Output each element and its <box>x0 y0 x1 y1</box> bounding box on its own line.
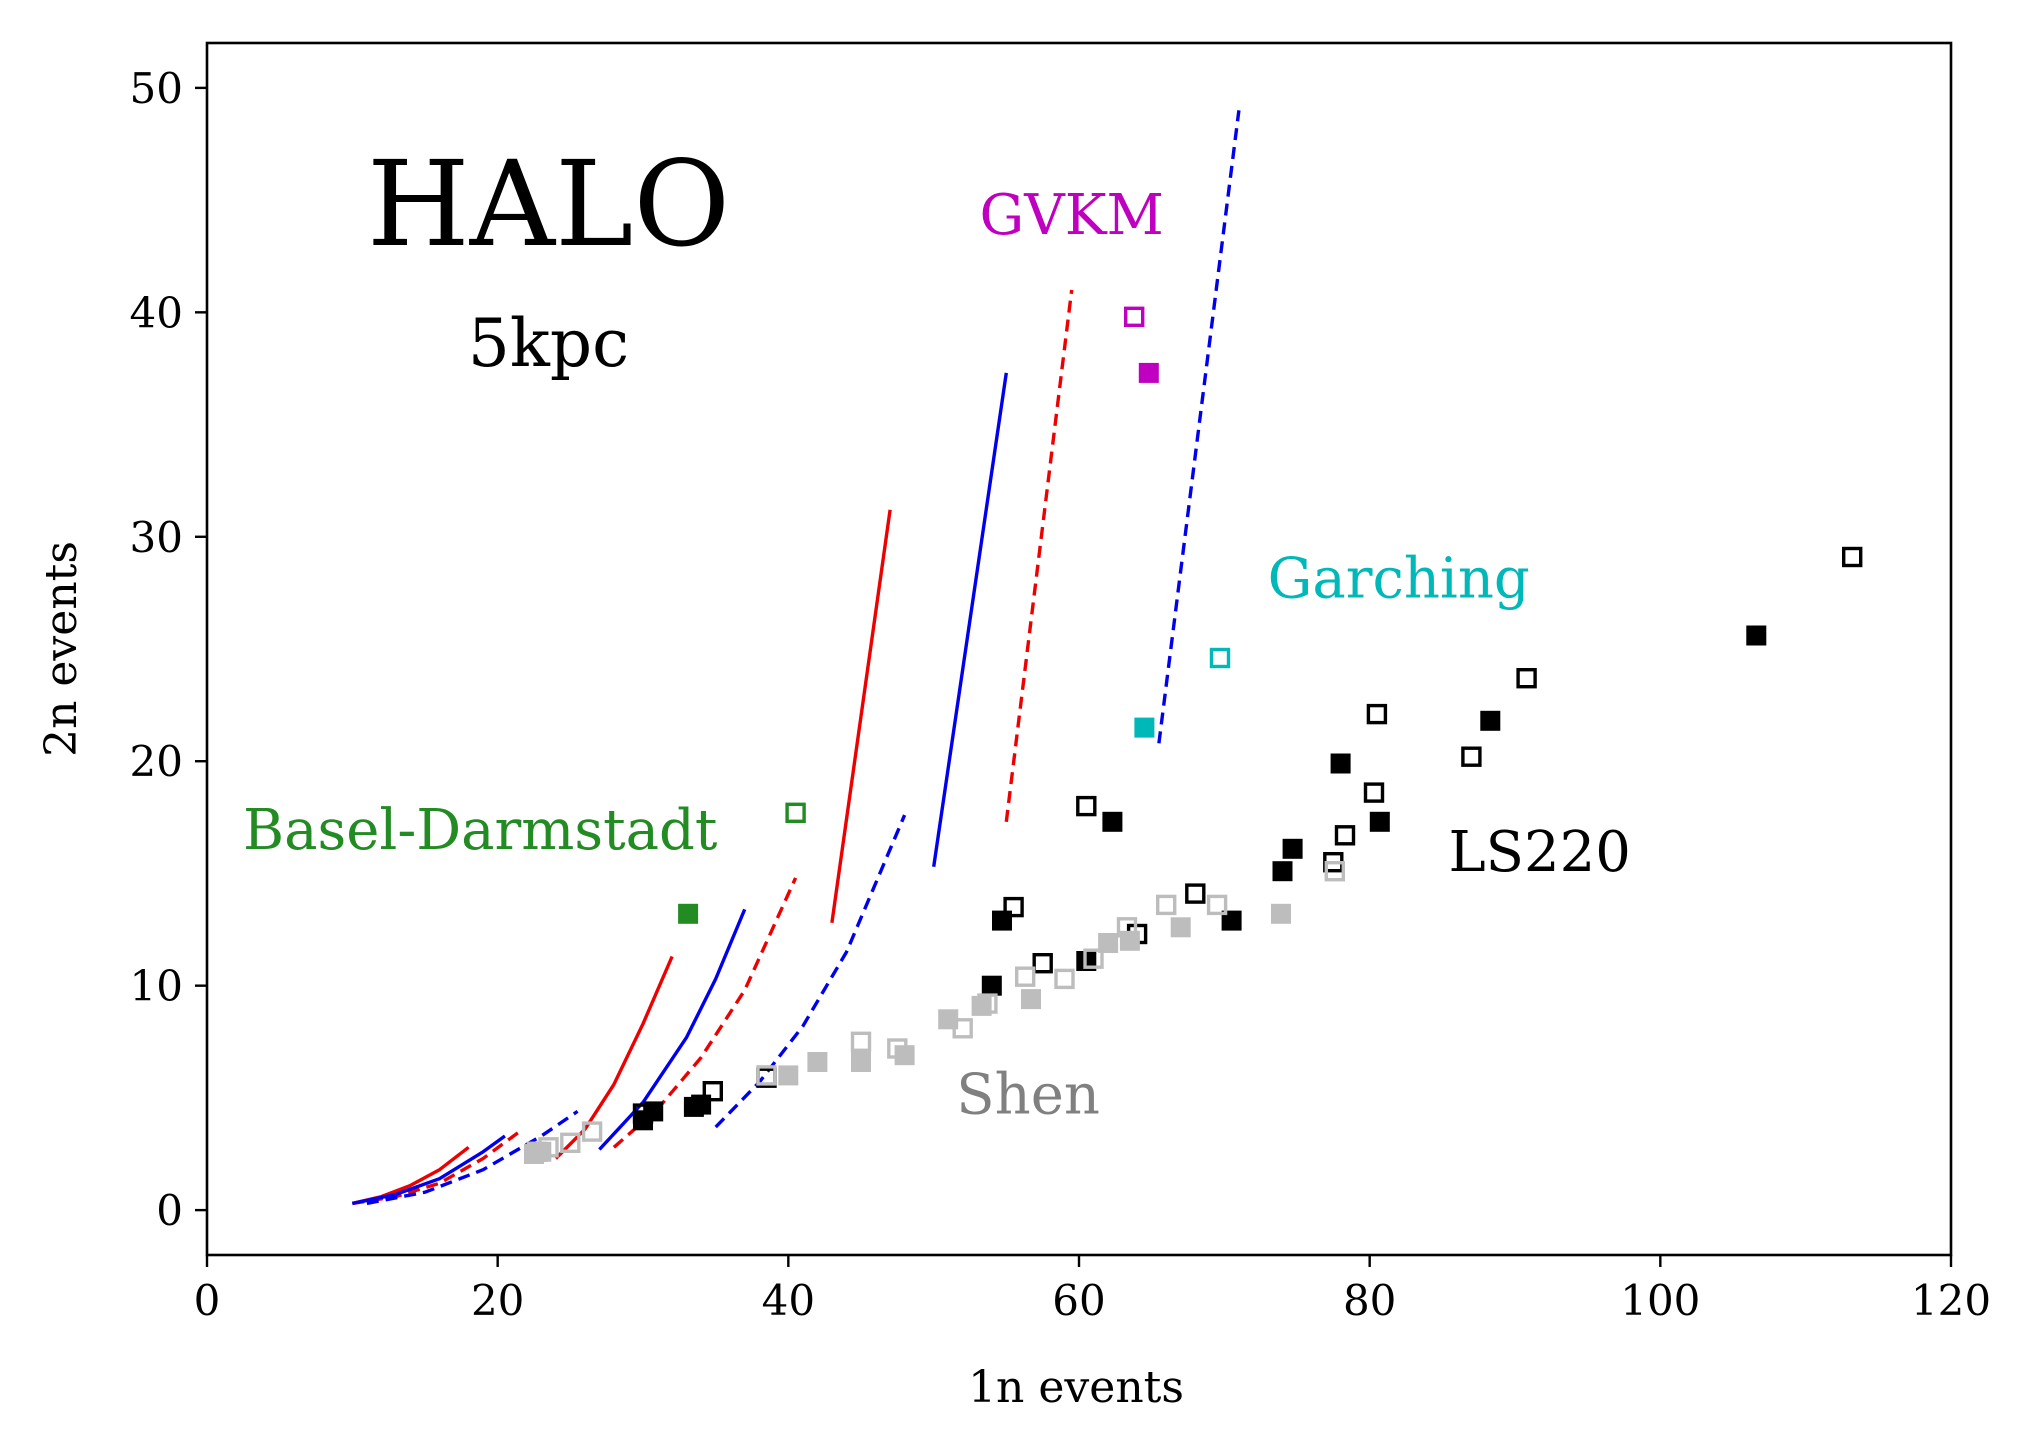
blue-solid-curve-11 <box>932 372 1008 867</box>
black-open-marker-5 <box>1032 953 1053 974</box>
blue-dashed-curve-12 <box>1157 110 1241 744</box>
x-tick-label: 40 <box>762 1276 815 1325</box>
y-axis-label: 2n events <box>36 541 87 757</box>
x-axis: 0 20 40 60 80 100 120 <box>194 1255 1991 1325</box>
cyan-open-marker-1 <box>1209 647 1231 669</box>
red-dashed-curve-6 <box>1004 289 1074 823</box>
black-filled-marker-8 <box>1102 811 1123 832</box>
y-tick-label: 40 <box>130 288 183 337</box>
gray-open-marker-10 <box>1015 966 1036 987</box>
gray-filled-marker-10 <box>1098 933 1119 953</box>
annotation-basel-darmstadt: Basel-Darmstadt <box>243 798 718 863</box>
annotation-ls220: LS220 <box>1448 820 1630 885</box>
black-open-marker-8 <box>1185 883 1206 904</box>
gray-open-marker-3 <box>560 1132 581 1154</box>
gray-open-marker-11 <box>1054 968 1075 990</box>
black-filled-marker-12 <box>1330 753 1351 774</box>
gray-filled-marker-3 <box>778 1065 799 1086</box>
gray-open-marker-14 <box>1155 894 1177 916</box>
gray-filled-marker-8 <box>971 995 992 1016</box>
red-solid-curve-3 <box>554 955 674 1160</box>
annotation-halo: HALO <box>367 135 730 273</box>
black-open-marker-12 <box>1366 703 1388 725</box>
x-tick-label: 20 <box>471 1276 524 1325</box>
y-tick-label: 50 <box>130 64 183 113</box>
cyan-filled-marker-1 <box>1134 717 1155 738</box>
y-axis: 0 10 20 30 40 50 <box>130 64 207 1235</box>
gray-open-marker-12 <box>1083 948 1104 969</box>
x-axis-label: 1n events <box>968 1362 1184 1413</box>
black-open-marker-10 <box>1334 825 1356 846</box>
black-filled-marker-13 <box>1369 811 1390 832</box>
blue-dashed-curve-10 <box>714 814 907 1129</box>
black-filled-marker-9 <box>1221 910 1242 931</box>
green-open-marker-1 <box>785 802 806 823</box>
y-tick-label: 20 <box>130 737 183 786</box>
black-filled-marker-2 <box>643 1101 664 1122</box>
markers-layer <box>524 306 1863 1164</box>
x-tick-label: 60 <box>1052 1276 1105 1325</box>
y-tick-label: 0 <box>156 1186 183 1235</box>
x-tick-label: 120 <box>1911 1276 1991 1325</box>
magenta-open-marker-1 <box>1123 306 1145 327</box>
blue-dashed-curve-8 <box>366 1109 579 1206</box>
magenta-filled-marker-1 <box>1138 362 1159 383</box>
gray-open-marker-16 <box>1324 861 1346 882</box>
green-filled-marker-1 <box>678 903 699 924</box>
black-filled-marker-14 <box>1480 710 1501 731</box>
black-open-marker-4 <box>1003 896 1024 918</box>
black-open-marker-13 <box>1461 746 1482 767</box>
gray-open-marker-4 <box>581 1121 603 1142</box>
blue-solid-curve-9 <box>598 908 747 1151</box>
gray-open-marker-6 <box>850 1031 872 1053</box>
gray-filled-marker-4 <box>807 1052 828 1072</box>
annotation-gvkm: GVKM <box>980 183 1164 248</box>
annotation-shen: Shen <box>956 1063 1100 1128</box>
red-solid-curve-5 <box>830 509 892 924</box>
gray-filled-marker-2 <box>531 1141 552 1162</box>
black-filled-marker-15 <box>1746 625 1767 646</box>
annotation-5kpc: 5kpc <box>468 305 629 382</box>
black-open-marker-11 <box>1363 782 1385 803</box>
black-open-marker-2 <box>702 1080 723 1102</box>
x-tick-label: 0 <box>194 1276 221 1325</box>
gray-open-marker-15 <box>1206 894 1228 916</box>
annotations-layer: HALO 5kpc GVKM Garching Basel-Darmstadt LS220… <box>243 135 1631 1128</box>
gray-filled-marker-12 <box>1170 917 1191 938</box>
gray-filled-marker-5 <box>851 1052 871 1072</box>
black-open-marker-6 <box>1076 795 1097 817</box>
gray-open-marker-5 <box>756 1065 777 1086</box>
x-tick-label: 80 <box>1343 1276 1396 1325</box>
black-open-marker-15 <box>1841 546 1863 568</box>
x-tick-label: 100 <box>1620 1276 1700 1325</box>
blue-solid-curve-7 <box>351 1134 506 1206</box>
gray-filled-marker-13 <box>1271 903 1291 924</box>
gray-filled-marker-6 <box>894 1045 915 1066</box>
gray-filled-marker-9 <box>1021 989 1041 1010</box>
black-filled-marker-10 <box>1272 861 1293 882</box>
y-tick-label: 10 <box>130 962 183 1011</box>
black-filled-marker-6 <box>992 910 1012 931</box>
black-open-marker-14 <box>1516 668 1537 689</box>
annotation-garching: Garching <box>1268 546 1530 611</box>
gray-filled-marker-7 <box>938 1009 959 1030</box>
curves-layer <box>351 110 1241 1206</box>
black-filled-marker-5 <box>981 975 1002 996</box>
y-tick-label: 30 <box>130 513 183 562</box>
black-filled-marker-4 <box>691 1094 712 1115</box>
gray-filled-marker-11 <box>1119 930 1140 951</box>
black-filled-marker-11 <box>1282 838 1303 859</box>
